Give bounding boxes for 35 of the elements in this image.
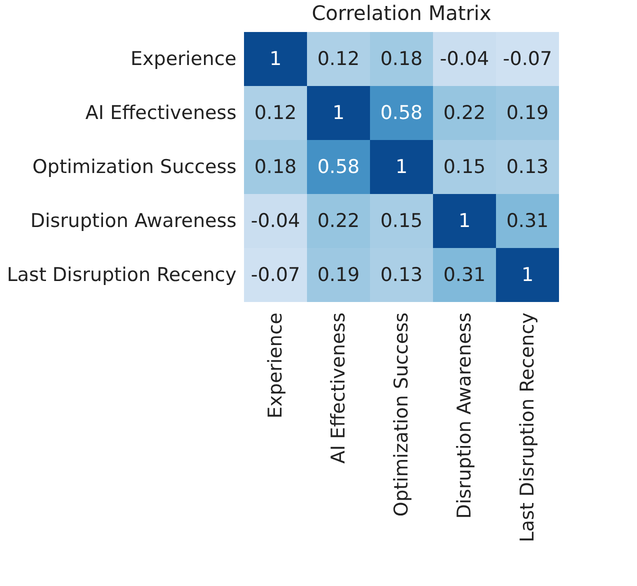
- data-label: -0.04: [440, 48, 490, 70]
- y-tick-label: Last Disruption Recency: [6, 264, 236, 286]
- data-label: 1: [458, 210, 471, 232]
- data-label: 0.22: [317, 210, 360, 232]
- y-tick-label: AI Effectiveness: [85, 102, 236, 124]
- x-tick-label: Last Disruption Recency: [516, 312, 538, 542]
- data-label: 0.15: [443, 156, 486, 178]
- y-tick-label: Experience: [130, 48, 236, 70]
- data-label: -0.04: [250, 210, 300, 232]
- data-label: 0.13: [506, 156, 549, 178]
- data-label: 0.12: [317, 48, 360, 70]
- x-tick-label: AI Effectiveness: [328, 312, 350, 464]
- data-label: -0.07: [502, 48, 552, 70]
- y-tick-label: Disruption Awareness: [30, 210, 236, 232]
- data-label: 0.58: [317, 156, 360, 178]
- data-label: 0.31: [443, 264, 486, 286]
- data-label: 0.18: [380, 48, 423, 70]
- data-label: -0.07: [250, 264, 300, 286]
- data-label: 0.19: [506, 102, 549, 124]
- data-label: 0.31: [506, 210, 549, 232]
- data-label: 1: [395, 156, 408, 178]
- data-label: 0.58: [380, 102, 423, 124]
- data-label: 1: [521, 264, 534, 286]
- data-label: 0.15: [380, 210, 423, 232]
- data-label: 1: [332, 102, 345, 124]
- data-label: 0.12: [254, 102, 297, 124]
- chart-title: Correlation Matrix: [312, 1, 492, 25]
- x-tick-label: Disruption Awareness: [454, 312, 476, 519]
- data-label: 0.22: [443, 102, 486, 124]
- data-label: 0.19: [317, 264, 360, 286]
- y-tick-label: Optimization Success: [32, 156, 236, 178]
- data-label: 1: [269, 48, 282, 70]
- x-tick-label: Optimization Success: [390, 312, 412, 517]
- data-label: 0.18: [254, 156, 297, 178]
- data-label: 0.13: [380, 264, 423, 286]
